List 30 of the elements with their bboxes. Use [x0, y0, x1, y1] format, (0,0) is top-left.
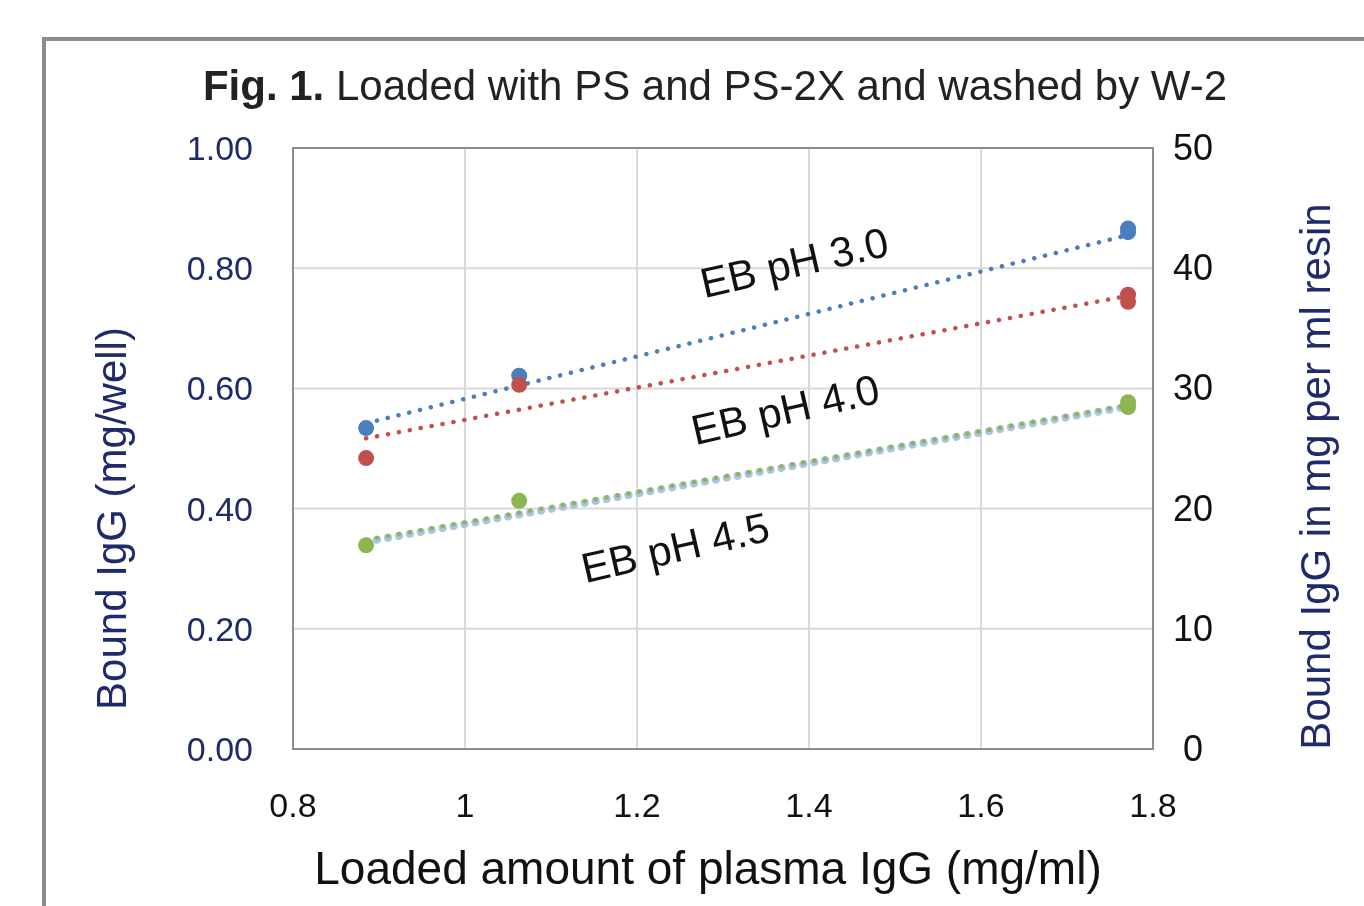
x-axis-title: Loaded amount of plasma IgG (mg/ml) — [314, 842, 1102, 894]
y2-tick-label: 30 — [1172, 367, 1214, 409]
x-tick-label: 1.2 — [613, 786, 661, 824]
y2-tick-label: 20 — [1172, 487, 1214, 529]
y-tick-label: 0.40 — [186, 489, 253, 528]
y-tick-label: 0.20 — [186, 609, 253, 648]
y2-axis-title: Bound IgG in mg per ml resin — [1292, 203, 1339, 750]
x-tick-label: 1 — [455, 786, 475, 824]
y-axis-title: Bound IgG (mg/well) — [88, 327, 135, 710]
y-tick-label: 1.00 — [186, 129, 253, 167]
y2-tick-label: 50 — [1172, 127, 1214, 168]
point — [358, 420, 375, 437]
y2-tick-label: 10 — [1172, 607, 1214, 649]
annotation: EB pH 4.0 — [686, 365, 884, 455]
x-tick-label: 1.8 — [1129, 786, 1177, 824]
point — [358, 537, 375, 554]
annotation: EB pH 4.5 — [576, 503, 774, 593]
y-tick-label: 0.60 — [186, 369, 253, 408]
y-tick-label: 0.80 — [186, 249, 253, 288]
point — [358, 450, 375, 467]
point — [511, 492, 528, 509]
chart-title: Fig. 1. Loaded with PS and PS-2X and washed by W-2 — [202, 62, 1228, 109]
x-tick-label: 1.6 — [957, 786, 1005, 824]
y2-tick-label: 40 — [1172, 247, 1214, 289]
annotation: EB pH 3.0 — [695, 218, 893, 308]
y-tick-label: 0.00 — [186, 730, 253, 768]
x-tick-label: 1.4 — [785, 786, 833, 824]
point — [511, 376, 528, 393]
y2-tick-label: 0 — [1182, 728, 1204, 769]
x-tick-label: 0.8 — [269, 786, 317, 824]
